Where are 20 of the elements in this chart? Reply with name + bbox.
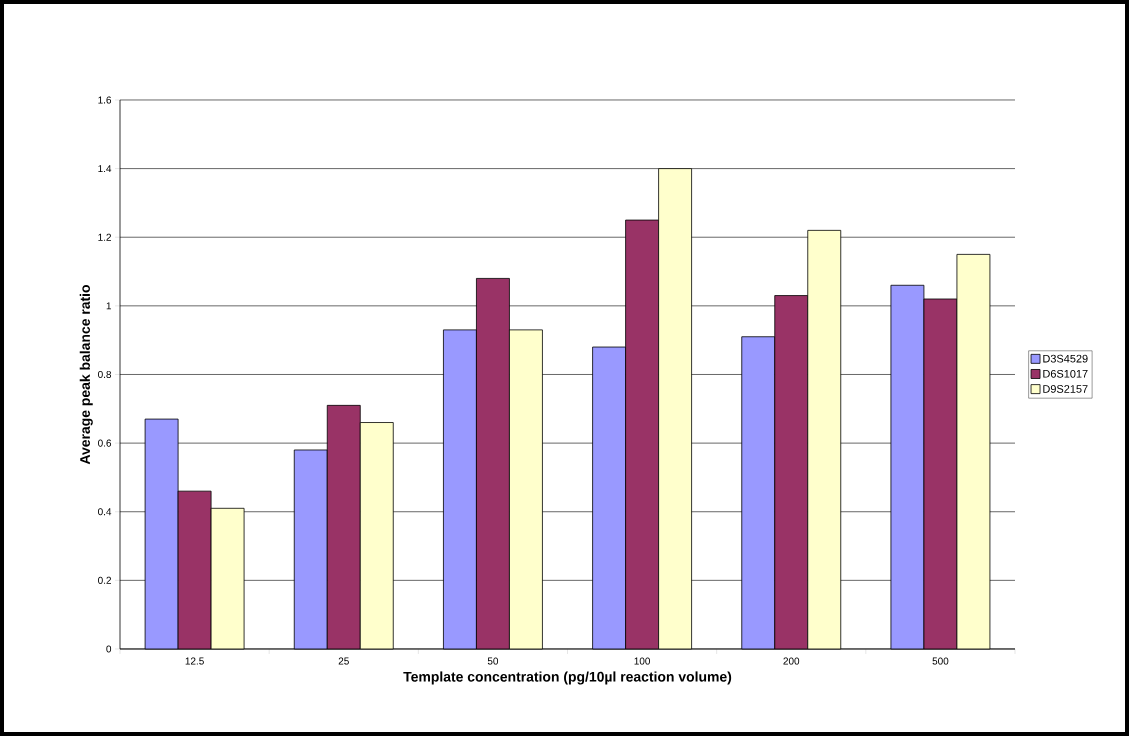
y-tick-label: 1.6 [98, 96, 112, 104]
y-tick-label: 0.8 [98, 370, 112, 379]
y-tick-label: 0.2 [98, 576, 111, 584]
x-tick-label: 25 [338, 657, 349, 665]
y-tick-label: 0 [106, 645, 112, 653]
y-axis-title: Average peak balance ratio [79, 284, 93, 465]
y-tick-label: 1.4 [98, 165, 112, 173]
x-tick-label: 100 [634, 657, 651, 665]
x-axis-title: Template concentration (pg/10µl reaction volume) [403, 671, 732, 685]
x-tick-label: 50 [487, 657, 499, 665]
y-tick-label: 1 [106, 302, 112, 310]
x-tick-label: 500 [932, 657, 949, 665]
x-tick-label: 12.5 [185, 657, 204, 665]
y-tick-label: 1.2 [98, 233, 111, 241]
legend-label: D6S1017 [1043, 369, 1088, 378]
legend-label: D3S4529 [1043, 354, 1088, 363]
x-tick-label: 200 [783, 657, 800, 665]
legend-label: D9S2157 [1043, 385, 1088, 393]
y-tick-label: 0.6 [98, 439, 112, 447]
y-tick-label: 0.4 [98, 508, 112, 516]
